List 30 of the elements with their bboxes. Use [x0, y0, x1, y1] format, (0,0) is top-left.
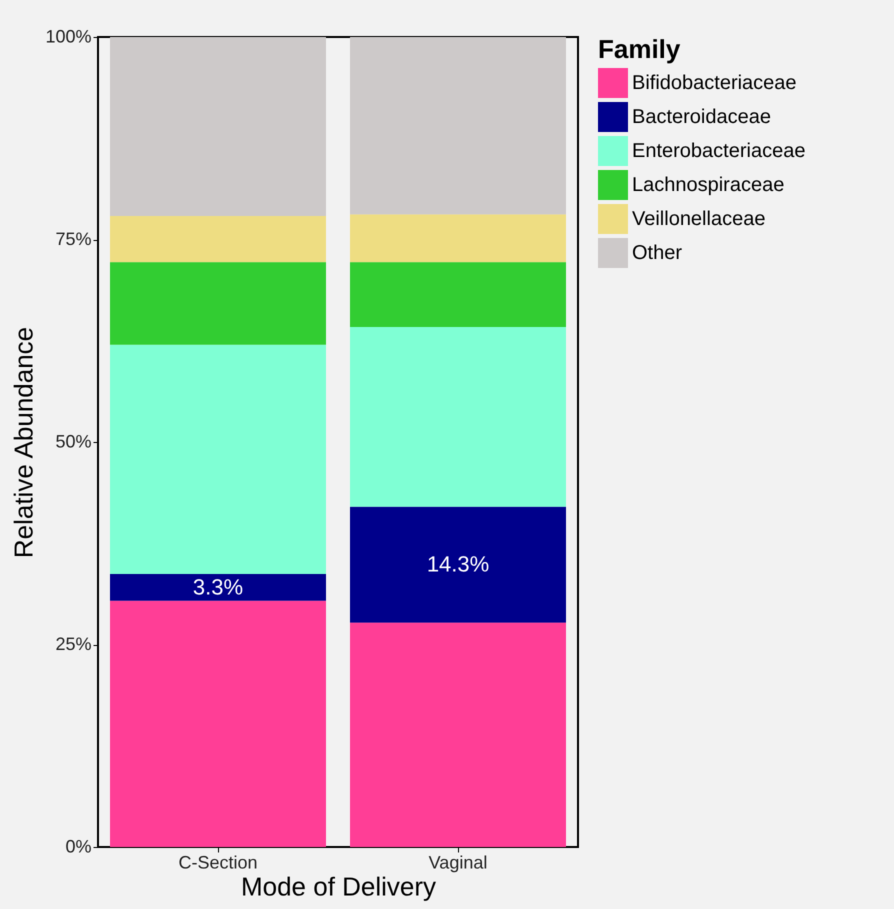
y-tick-label: 25%: [55, 634, 92, 654]
y-tick-label: 50%: [55, 432, 92, 452]
y-tick-label: 0%: [65, 836, 92, 856]
legend-label: Other: [632, 242, 682, 264]
bar: [110, 574, 326, 601]
bar: [110, 344, 326, 574]
x-tick-label: Vaginal: [428, 852, 488, 872]
bar: [350, 506, 566, 623]
x-axis-title: Mode of Delivery: [240, 872, 436, 902]
legend-title: Family: [598, 34, 681, 64]
y-tick-label: 100%: [45, 26, 92, 46]
legend-label: Lachnospiraceae: [632, 174, 784, 196]
y-tick-label: 75%: [55, 229, 92, 249]
bar: [350, 622, 566, 847]
data-label: 14.3%: [426, 552, 490, 577]
bar: [110, 37, 326, 216]
legend-label: Veillonellaceae: [632, 208, 766, 230]
bar: [110, 262, 326, 345]
bar: [110, 216, 326, 262]
bar: [350, 37, 566, 214]
bar: [350, 326, 566, 507]
legend-label: Bifidobacteriaceae: [632, 72, 797, 94]
legend-label: Bacteroidaceae: [632, 106, 771, 128]
legend-label: Enterobacteriaceae: [632, 140, 806, 162]
bar: [350, 262, 566, 327]
data-label: 3.3%: [192, 574, 244, 600]
bar: [110, 600, 326, 847]
bar: [350, 214, 566, 262]
x-tick-label: C-Section: [178, 852, 258, 872]
y-axis-title: Relative Abundance: [8, 326, 38, 558]
